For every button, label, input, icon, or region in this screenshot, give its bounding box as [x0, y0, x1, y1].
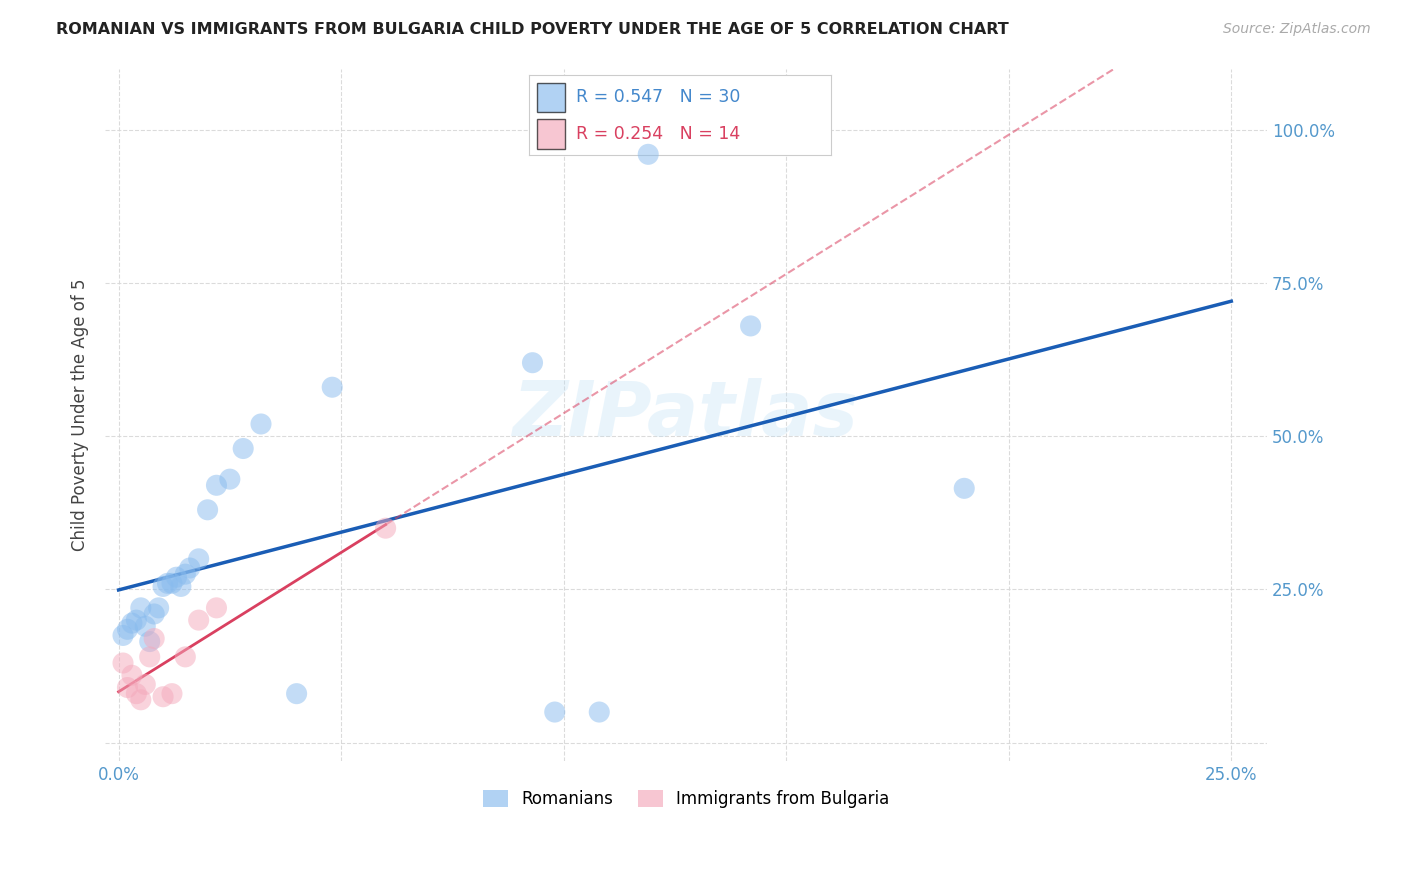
Text: ZIPatlas: ZIPatlas	[513, 378, 859, 452]
Point	[170, 579, 193, 593]
Point	[637, 147, 659, 161]
Point	[138, 634, 160, 648]
Text: Source: ZipAtlas.com: Source: ZipAtlas.com	[1223, 22, 1371, 37]
Point	[111, 628, 134, 642]
Point	[187, 613, 209, 627]
Point	[117, 623, 139, 637]
Point	[129, 693, 152, 707]
Point	[374, 521, 396, 535]
Point	[152, 579, 174, 593]
Point	[125, 613, 148, 627]
Point	[160, 576, 183, 591]
Point	[588, 705, 610, 719]
Point	[187, 551, 209, 566]
Point	[953, 481, 976, 495]
Y-axis label: Child Poverty Under the Age of 5: Child Poverty Under the Age of 5	[72, 278, 89, 551]
Point	[321, 380, 343, 394]
Point	[148, 600, 170, 615]
Point	[134, 677, 156, 691]
Point	[218, 472, 240, 486]
Point	[134, 619, 156, 633]
Point	[205, 600, 228, 615]
Point	[152, 690, 174, 704]
Point	[174, 649, 197, 664]
Point	[121, 668, 143, 682]
Point	[121, 616, 143, 631]
Point	[522, 356, 544, 370]
Point	[740, 318, 762, 333]
Point	[179, 561, 201, 575]
Point	[138, 649, 160, 664]
Point	[160, 687, 183, 701]
Point	[205, 478, 228, 492]
Point	[125, 687, 148, 701]
Point	[143, 632, 166, 646]
Point	[544, 705, 567, 719]
Point	[285, 687, 308, 701]
Point	[174, 567, 197, 582]
Point	[232, 442, 254, 456]
Point	[165, 570, 187, 584]
Point	[143, 607, 166, 621]
Point	[129, 600, 152, 615]
Point	[197, 503, 219, 517]
Point	[250, 417, 273, 431]
Legend: Romanians, Immigrants from Bulgaria: Romanians, Immigrants from Bulgaria	[477, 783, 896, 815]
Point	[117, 681, 139, 695]
Point	[111, 656, 134, 670]
Point	[156, 576, 179, 591]
Text: ROMANIAN VS IMMIGRANTS FROM BULGARIA CHILD POVERTY UNDER THE AGE OF 5 CORRELATIO: ROMANIAN VS IMMIGRANTS FROM BULGARIA CHI…	[56, 22, 1010, 37]
